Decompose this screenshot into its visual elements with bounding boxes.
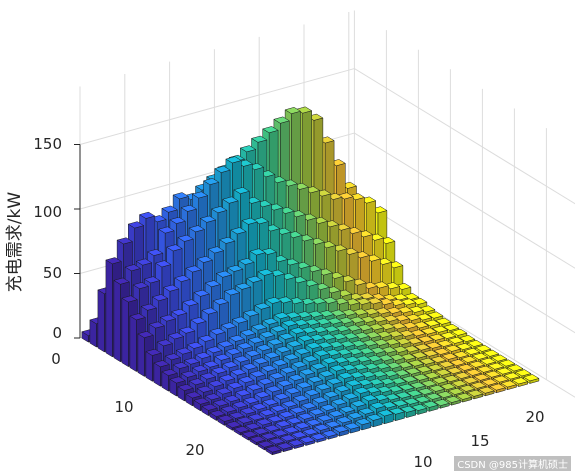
bar-r22-c1 [249,435,266,446]
axis-labels: 0 50 100 150 充电需求/kW 0 10 20 10 15 20 [5,135,545,471]
bar-r24-c6 [321,430,338,440]
bars-group [81,106,540,456]
y-tick-10: 10 [114,398,133,416]
x-tick-15: 15 [470,432,489,450]
bar-r24-c23 [512,377,528,387]
z-tick-50: 50 [43,264,62,282]
bar-r20-c23 [480,357,496,368]
bar-r21-c4 [275,420,292,432]
grid-line-z-150 [79,68,355,145]
x-tick-10: 10 [413,453,432,471]
bar-r24-c17 [444,395,461,406]
y-tick-0: 0 [51,350,61,368]
bar-r24-c1 [265,445,282,456]
z-tick-150: 150 [33,135,62,153]
y-tick-20: 20 [185,441,204,459]
bar-r24-c2 [276,442,293,452]
grid-line-side-z-100 [354,132,575,269]
bar-r24-c10 [366,413,383,428]
bar-r24-c3 [288,439,304,449]
bar-r24-c18 [456,392,472,403]
grid-line-side-z-50 [354,197,575,334]
grid-line-side-z-150 [354,68,575,205]
x-tick-20: 20 [525,408,544,426]
bar-r24-c11 [377,409,394,425]
bar-r20-c3 [256,418,272,430]
bar-r23-c5 [302,428,319,438]
z-axis-label: 充电需求/kW [5,192,25,293]
bar-r21-c1 [241,430,258,441]
bar-r24-c21 [489,383,506,394]
bar-r24-c22 [500,380,517,390]
bar-r24-c5 [310,433,327,443]
z-tick-0: 0 [52,324,62,342]
bar-r24-c19 [467,389,484,400]
bar-r24-c20 [478,386,495,397]
watermark: CSDN @985计算机硕士 [454,456,571,471]
bar-r16-c1 [201,403,218,416]
bar-r24-c15 [422,400,439,412]
bar-r24-c9 [355,418,372,431]
bar-r24-c7 [332,425,349,437]
bar-r22-c22 [484,370,501,381]
z-tick-100: 100 [33,203,62,221]
bar-r20-c24 [491,354,508,365]
